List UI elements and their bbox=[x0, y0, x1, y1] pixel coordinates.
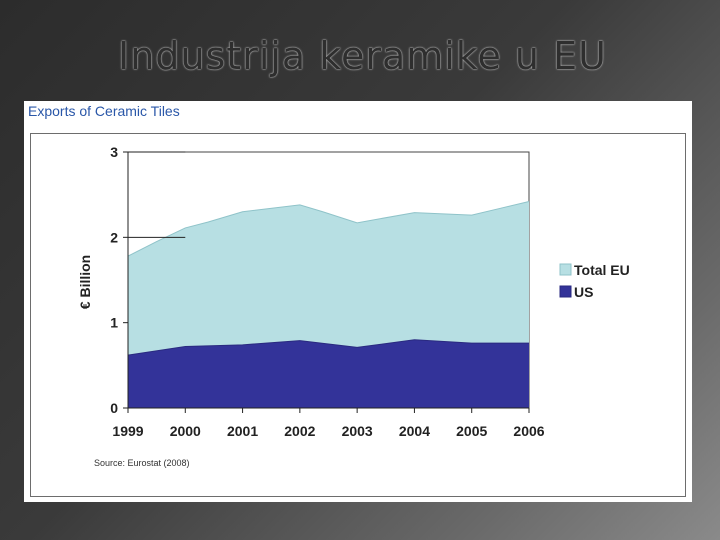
x-tick-label: 2002 bbox=[284, 423, 315, 439]
y-tick-label: 1 bbox=[110, 315, 118, 331]
legend-swatch-us bbox=[559, 285, 572, 298]
x-tick-label: 2006 bbox=[513, 423, 544, 439]
legend-label-us: US bbox=[574, 284, 593, 300]
area-series-us bbox=[128, 339, 529, 408]
area-chart: 0 1 2 3 1999 2000 2001 2002 2003 2004 2005 2006 € … bbox=[77, 144, 630, 468]
legend-label-total-eu: Total EU bbox=[574, 262, 630, 278]
y-tick-label: 3 bbox=[110, 144, 118, 160]
source-note: Source: Eurostat (2008) bbox=[94, 458, 190, 468]
x-tick-label: 1999 bbox=[112, 423, 143, 439]
x-tick-label: 2000 bbox=[170, 423, 201, 439]
x-tick-label: 2003 bbox=[342, 423, 373, 439]
chart-frame bbox=[30, 133, 686, 497]
y-axis-label: € Billion bbox=[77, 255, 93, 309]
legend-swatch-total-eu bbox=[559, 263, 572, 276]
y-tick-label: 0 bbox=[110, 400, 118, 416]
x-tick-label: 2005 bbox=[456, 423, 487, 439]
area-outline-us bbox=[127, 339, 529, 356]
chart-panel: Exports of Ceramic Tiles 0 1 2 3 1999 2000 20… bbox=[24, 101, 692, 502]
y-tick-label: 2 bbox=[110, 229, 118, 245]
x-tick-label: 2001 bbox=[227, 423, 258, 439]
slide-title: Industrija keramike u EU bbox=[118, 34, 607, 78]
x-tick-label: 2004 bbox=[399, 423, 430, 439]
chart-title: Exports of Ceramic Tiles bbox=[28, 103, 180, 119]
area-outline-total-eu bbox=[127, 201, 530, 257]
